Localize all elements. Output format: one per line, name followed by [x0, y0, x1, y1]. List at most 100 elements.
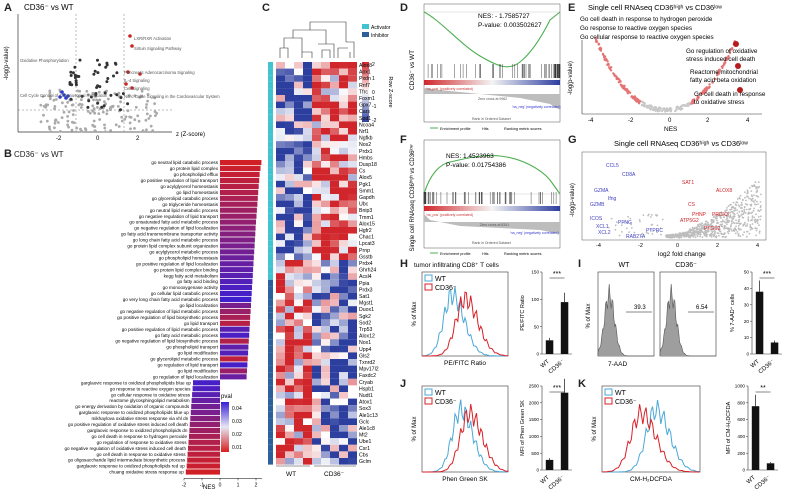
- panel-b-bar: [220, 177, 260, 184]
- panel-c-gene-label: Ubc: [359, 202, 369, 208]
- panel-label-i: I: [578, 258, 582, 270]
- panel-c-gene-label: Nudt1: [359, 393, 373, 399]
- panel-g-point: [699, 223, 702, 225]
- panel-g-point: [760, 193, 762, 196]
- panel-b-term-label: go phospholipid efflux: [174, 172, 219, 177]
- panel-c-cell: [312, 418, 321, 425]
- panel-e-xtick-3: 2: [706, 118, 710, 124]
- panel-a-point: [52, 98, 56, 102]
- panel-c-cell: [348, 352, 357, 359]
- bar-y-tick-label: 0: [746, 352, 749, 357]
- panel-c-cell: [294, 81, 303, 89]
- panel-e-point: [604, 59, 607, 62]
- panel-a-title: CD36⁻ vs WT: [24, 3, 74, 12]
- panel-c-cell: [348, 365, 357, 373]
- panel-c-dendrogram: [279, 21, 355, 58]
- panel-g-point: [727, 232, 730, 235]
- panel-c-cell: [294, 147, 303, 155]
- panel-a-point: [61, 101, 64, 105]
- histogram-frame: [421, 271, 509, 357]
- panel-a-point: [80, 103, 84, 107]
- panel-c-cell: [348, 167, 357, 175]
- panel-c-cell: [303, 108, 312, 115]
- panel-c-cell: [312, 101, 321, 109]
- panel-g-point: [712, 225, 714, 228]
- panel-e-point: [599, 48, 602, 51]
- panel-c-cell: [321, 444, 330, 452]
- panel-i-histogram: [597, 283, 654, 357]
- panel-b-term-label: go regulation of lipid transport: [157, 363, 218, 368]
- panel-c-cell: [321, 194, 330, 201]
- panel-b-legend-tick-1: 0.03: [232, 419, 242, 425]
- panel-c-cell: [303, 233, 312, 241]
- panel-g-point: [723, 214, 726, 216]
- panel-g-point: [723, 216, 726, 219]
- panel-g-point: [719, 215, 721, 218]
- panel-g-point: [739, 215, 741, 218]
- panel-b-bar: [220, 314, 251, 320]
- panel-a-point: [149, 124, 153, 128]
- panel-c-cell: [294, 451, 303, 458]
- panel-c-cell: [276, 299, 285, 307]
- panel-c-gene-label: Prdx3: [359, 287, 373, 293]
- panel-c-cell: [321, 101, 330, 109]
- panel-c-cell: [348, 220, 357, 227]
- bar-ylabel: MFI of CM-H₂DCFDA: [726, 401, 732, 454]
- panel-c-cell: [348, 134, 357, 142]
- panel-c-cell: [285, 161, 294, 168]
- panel-c-cell: [321, 385, 330, 392]
- panel-g-xtick-4: 4: [756, 243, 759, 249]
- panel-c-cell: [303, 246, 312, 254]
- panel-c-cell: [276, 114, 285, 122]
- panel-e-point: [631, 96, 634, 100]
- panel-g-point: [720, 212, 722, 214]
- panel-c-cell: [312, 293, 321, 300]
- panel-g-point: [712, 233, 714, 236]
- bar-category-label: CD36⁻: [754, 475, 772, 491]
- panel-g-xtick-0: -4: [596, 243, 601, 249]
- panel-a-point: [137, 119, 141, 123]
- panel-c-cell: [285, 392, 294, 399]
- panel-c-cell: [330, 167, 339, 175]
- panel-c-cell: [339, 299, 348, 307]
- panel-a-point: [103, 100, 106, 104]
- panel-c-svg: Activator Inhibitor 2 1 0 -1 -2 Row Z-sc…: [268, 21, 393, 478]
- panel-d-hits: [427, 64, 561, 78]
- bar-category-label: WT: [746, 475, 757, 486]
- panel-label-d: D: [400, 2, 408, 14]
- panel-b-term-label: go cell death in response to hydrogen pe…: [91, 434, 187, 439]
- panel-c-cell: [303, 451, 312, 458]
- panel-g-point: [641, 232, 644, 235]
- panel-c-cell: [276, 431, 285, 439]
- panel-a-point: [114, 123, 118, 127]
- panel-g-point: [701, 222, 703, 225]
- panel-a-ylabel: -log(p-value): [4, 46, 10, 80]
- panel-e-point: [625, 89, 628, 93]
- panel-g-point: [716, 214, 719, 217]
- panel-c-gene-label: Duox1: [359, 307, 374, 313]
- panel-c-gene-label: Gapdh: [359, 195, 375, 201]
- panel-c-cell: [330, 180, 339, 188]
- panel-a-svg: CD36⁻ vs WT -log(p-value) -2 0 2 z (Z-sc…: [4, 3, 220, 142]
- panel-c-cell: [321, 319, 330, 326]
- panel-b-term-label: go cellular response to oxidative stress: [111, 392, 191, 397]
- panel-g-point: [696, 235, 699, 238]
- panel-g-xtick-1: -2: [638, 243, 643, 249]
- panel-a-point-sig: [80, 94, 84, 98]
- panel-c-cell: [312, 121, 321, 128]
- panel-g-point: [754, 227, 757, 230]
- panel-c-row-annotation: [268, 134, 273, 142]
- panel-a-point: [128, 121, 132, 125]
- panel-c-cell: [303, 194, 312, 201]
- panel-c-gene-label: Sox3: [359, 406, 371, 412]
- panel-g-point: [626, 221, 629, 224]
- panel-c-legend-activator-swatch: [362, 24, 369, 29]
- panel-c-cell: [339, 81, 348, 89]
- panel-g-point: [700, 224, 702, 227]
- bar-ylabel: MFI of Phen Green SK: [520, 400, 526, 456]
- panel-e-point: [618, 78, 621, 81]
- panel-c-cell: [321, 359, 330, 366]
- panel-c-cell: [276, 240, 285, 247]
- panel-c-cell: [330, 332, 339, 340]
- panel-c-cell: [312, 345, 321, 353]
